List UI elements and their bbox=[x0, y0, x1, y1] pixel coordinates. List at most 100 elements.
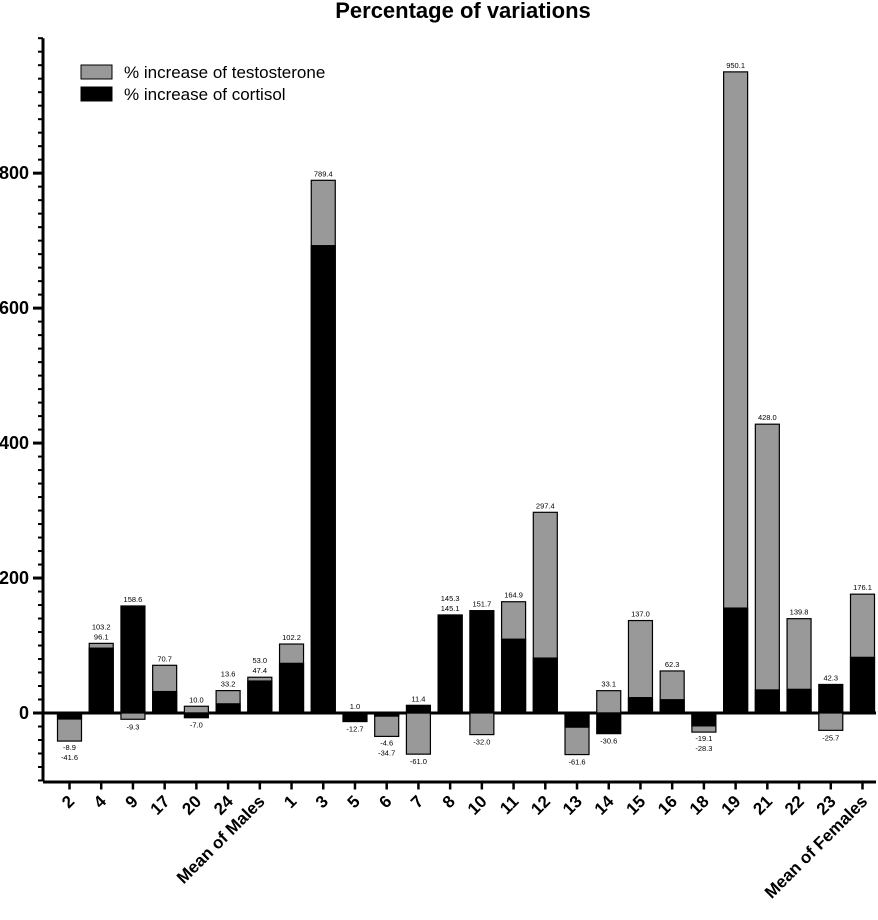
data-label: 164.9 bbox=[504, 591, 523, 600]
bar-cortisol bbox=[278, 662, 305, 714]
data-label: 33.2 bbox=[221, 680, 236, 689]
data-label: 1.0 bbox=[350, 702, 360, 711]
bar-cortisol bbox=[88, 647, 114, 714]
x-tick-label: 17 bbox=[147, 792, 174, 819]
bar-cortisol bbox=[532, 657, 558, 714]
bar-testosterone bbox=[754, 423, 780, 714]
bar-cortisol bbox=[849, 656, 876, 714]
x-tick-label: 3 bbox=[312, 792, 332, 812]
data-label: 145.3 bbox=[441, 594, 460, 603]
bar-cortisol bbox=[120, 605, 146, 714]
data-label: -30.6 bbox=[600, 737, 617, 746]
data-label: -12.7 bbox=[346, 725, 363, 734]
data-label: 139.8 bbox=[790, 608, 809, 617]
bar-testosterone bbox=[818, 712, 844, 731]
bar-cortisol bbox=[310, 245, 336, 714]
y-tick-label: 400 bbox=[0, 433, 29, 453]
data-label: -7.0 bbox=[190, 721, 203, 730]
data-label: 789.4 bbox=[314, 169, 333, 178]
x-tick-label: 10 bbox=[464, 792, 491, 819]
bar-cortisol bbox=[627, 697, 654, 714]
data-label: -61.6 bbox=[568, 758, 585, 767]
bar-testosterone bbox=[469, 712, 495, 736]
x-tick-label: 11 bbox=[496, 792, 522, 818]
data-label: -32.0 bbox=[473, 738, 490, 747]
bar-cortisol bbox=[374, 712, 400, 717]
bar-testosterone bbox=[183, 705, 209, 714]
x-tick-label: 1 bbox=[280, 792, 300, 812]
legend: % increase of testosterone % increase of… bbox=[80, 63, 325, 104]
x-tick-label: 4 bbox=[90, 791, 111, 812]
legend-label-cortisol: % increase of cortisol bbox=[124, 85, 286, 104]
data-label: -61.0 bbox=[410, 757, 427, 766]
data-label: 145.1 bbox=[441, 604, 460, 613]
data-label: 176.1 bbox=[853, 583, 872, 592]
data-label: 13.6 bbox=[221, 670, 236, 679]
data-label: 151.7 bbox=[472, 600, 491, 609]
x-tick-label: 7 bbox=[407, 792, 427, 812]
x-tick-label: 21 bbox=[749, 792, 776, 819]
y-tick-label: 200 bbox=[0, 568, 29, 588]
data-label: 53.0 bbox=[253, 656, 268, 665]
data-label: 82.5 bbox=[855, 659, 870, 668]
data-label: -34.7 bbox=[378, 748, 395, 757]
data-label: 33.1 bbox=[601, 680, 616, 689]
data-label: 109.4 bbox=[504, 641, 523, 650]
data-label: 70.7 bbox=[157, 654, 172, 663]
data-label: 22.8 bbox=[633, 700, 648, 709]
data-label: 10.0 bbox=[189, 695, 204, 704]
x-tick-label: 8 bbox=[439, 792, 459, 812]
bar-cortisol bbox=[56, 712, 83, 720]
data-label: 11.4 bbox=[411, 694, 425, 703]
data-label: 137.0 bbox=[631, 610, 650, 619]
bar-cortisol bbox=[215, 703, 241, 714]
data-label: 31.8 bbox=[157, 694, 172, 703]
bar-testosterone bbox=[596, 690, 622, 714]
x-tick-label: 15 bbox=[622, 792, 649, 819]
legend-swatch-cortisol bbox=[80, 86, 113, 102]
bar-cortisol bbox=[786, 688, 812, 714]
data-label: 34.2 bbox=[760, 692, 775, 701]
bar-cortisol bbox=[564, 712, 590, 728]
x-tick-label: 13 bbox=[559, 792, 586, 819]
y-tick-label: 0 bbox=[19, 703, 29, 723]
legend-swatch-testosterone bbox=[80, 64, 113, 80]
data-label: 158.6 bbox=[124, 595, 143, 604]
bar-cortisol bbox=[342, 712, 368, 723]
data-label: -9.3 bbox=[126, 722, 139, 731]
bar-cortisol bbox=[469, 610, 495, 714]
data-label: 62.3 bbox=[665, 660, 680, 669]
x-tick-label: 9 bbox=[122, 792, 142, 812]
data-label: 81.4 bbox=[538, 660, 553, 669]
bar-cortisol bbox=[437, 614, 463, 714]
data-label: 35.1 bbox=[792, 691, 807, 700]
chart-title: Percentage of variations bbox=[335, 0, 591, 23]
x-tick-label: 22 bbox=[781, 792, 808, 819]
bar-cortisol bbox=[405, 704, 432, 714]
bar-cortisol bbox=[723, 607, 749, 714]
x-tick-label: 5 bbox=[344, 792, 364, 812]
bar-testosterone bbox=[405, 712, 432, 755]
data-label: 428.0 bbox=[758, 413, 777, 422]
data-label: 155.5 bbox=[726, 610, 745, 619]
legend-label-testosterone: % increase of testosterone bbox=[124, 63, 325, 82]
data-label: 19.7 bbox=[665, 702, 680, 711]
y-tick-label: 600 bbox=[0, 298, 29, 318]
bar-testosterone bbox=[120, 712, 146, 720]
data-label: -19.1 bbox=[695, 734, 712, 743]
bar-cortisol bbox=[818, 683, 844, 714]
y-tick-label: 800 bbox=[0, 163, 29, 183]
data-label: 950.1 bbox=[726, 61, 745, 70]
bar-cortisol bbox=[183, 712, 209, 719]
data-label: -41.6 bbox=[61, 753, 78, 762]
x-tick-label: 18 bbox=[686, 792, 713, 819]
data-label: 692.6 bbox=[314, 248, 333, 257]
data-label: 102.2 bbox=[282, 633, 301, 642]
bar-cortisol bbox=[500, 638, 527, 714]
data-label: 103.2 bbox=[92, 622, 111, 631]
x-tick-label: 19 bbox=[718, 792, 745, 819]
x-tick-label: 16 bbox=[654, 792, 681, 819]
bar-cortisol bbox=[691, 712, 717, 727]
bar-cortisol bbox=[596, 712, 622, 735]
